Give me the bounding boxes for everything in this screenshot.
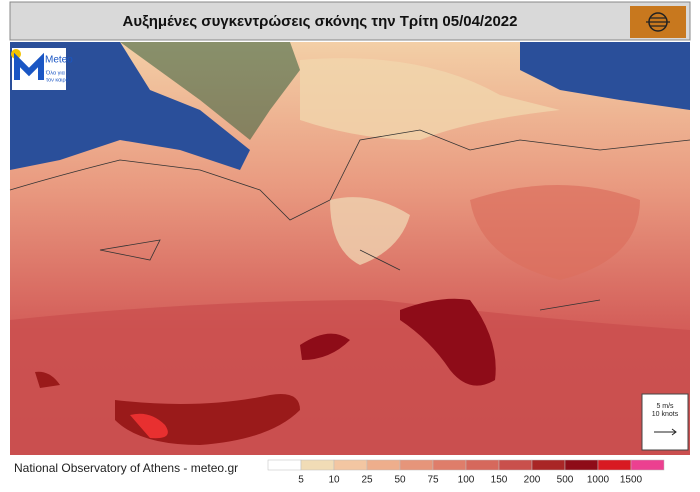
dust-core <box>300 333 350 360</box>
sea <box>10 42 250 170</box>
legend-swatch <box>333 459 368 471</box>
coastline <box>9 129 691 311</box>
logo-mark <box>14 52 44 80</box>
coastline <box>99 239 161 261</box>
dust-field <box>330 197 410 265</box>
legend-label: 100 <box>458 475 475 486</box>
legend-label: 150 <box>491 475 508 486</box>
title-bar <box>9 1 691 41</box>
legend-swatch <box>432 459 467 471</box>
legend-label: 10 <box>328 475 340 486</box>
legend-swatch <box>267 459 302 471</box>
dust-core <box>130 413 168 439</box>
legend-swatch <box>597 459 632 471</box>
wind-arrow <box>654 428 677 436</box>
legend-swatch <box>531 459 566 471</box>
legend-label: 75 <box>427 475 439 486</box>
dust-field <box>10 300 690 455</box>
legend-label: 1000 <box>587 475 610 486</box>
legend-swatch <box>399 459 434 471</box>
dust-field <box>300 58 560 140</box>
legend-swatch <box>465 459 500 471</box>
wind-knots: 10 knots <box>652 411 679 418</box>
legend-label: 1500 <box>620 475 643 486</box>
legend-label: 5 <box>298 475 304 486</box>
logo-tagline: τον καιρό <box>46 76 69 83</box>
legend-swatch <box>300 459 335 471</box>
logo-tagline: Όλα για <box>45 70 66 76</box>
dust-core <box>400 298 496 386</box>
dust-core <box>35 371 60 388</box>
wind-speed: 5 m/s <box>656 403 674 410</box>
legend-label: 25 <box>361 475 373 486</box>
logo-name: Meteo <box>45 55 73 66</box>
title: Αυξημένες συγκεντρώσεις σκόνης την Τρίτη… <box>123 13 518 30</box>
legend-swatch <box>366 459 401 471</box>
footer-source: National Observatory of Athens - meteo.g… <box>14 461 238 475</box>
legend-swatch <box>498 459 533 471</box>
wind-scale <box>641 393 689 451</box>
legend-label: 500 <box>557 475 574 486</box>
sea <box>520 42 690 110</box>
land <box>120 42 300 140</box>
legend-label: 200 <box>524 475 541 486</box>
logo-sun <box>11 49 21 59</box>
legend-swatch <box>564 459 599 471</box>
logo-icon <box>646 17 670 27</box>
legend-label: 50 <box>394 475 406 486</box>
map <box>9 42 691 455</box>
dust-field <box>470 185 640 280</box>
legend: 5 10 25 50 75 100 150 200 500 1000 1500 <box>267 459 665 486</box>
legend-swatch <box>630 459 665 471</box>
